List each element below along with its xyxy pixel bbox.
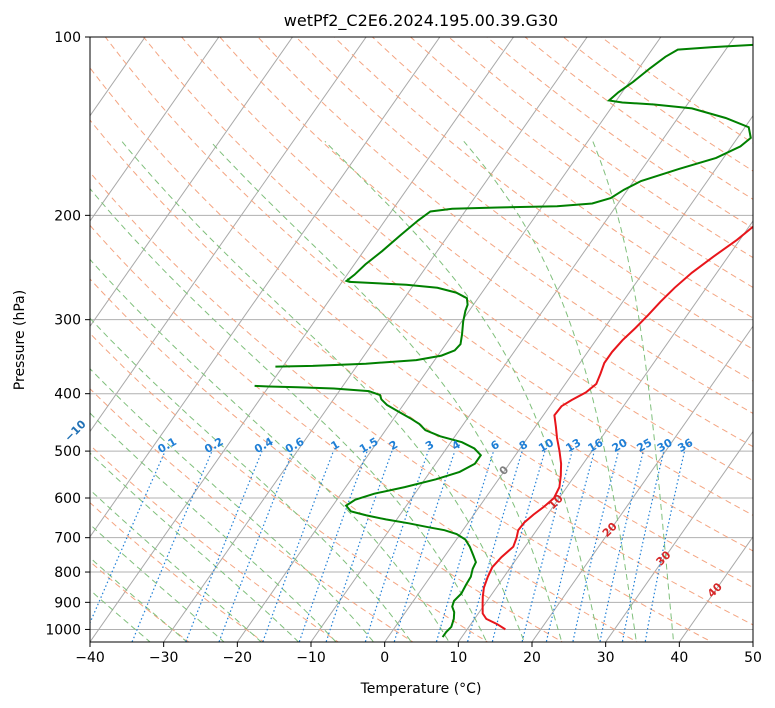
axis-ticks: −40 −30 −20 −10 0 10 20 30 40 50 100 200 300 400 500 60… xyxy=(45,30,762,666)
dry-adiabat xyxy=(90,278,564,642)
chart-title: wetPf2_C2E6.2024.195.00.39.G30 xyxy=(284,11,558,31)
x-tick-label: 50 xyxy=(744,650,762,666)
isotherm-line xyxy=(90,37,441,538)
plot-frame xyxy=(89,36,754,643)
x-tick-label: 20 xyxy=(523,650,541,666)
y-tick-label: 600 xyxy=(54,491,81,507)
mixing-ratio-line xyxy=(521,450,573,642)
moist-adiabat xyxy=(90,187,488,642)
moist-adiabat xyxy=(90,523,225,642)
dry-adiabat xyxy=(90,119,753,626)
x-tick-label: 40 xyxy=(670,650,688,666)
dry-adiabat xyxy=(90,444,340,642)
dry-adiabat xyxy=(104,37,753,552)
moist-adiabat xyxy=(90,589,151,642)
x-tick-label: 10 xyxy=(449,650,467,666)
profiles xyxy=(254,43,753,638)
x-tick-label: −30 xyxy=(149,650,179,666)
dewpoint-line xyxy=(254,384,483,638)
mixing-ratio-line xyxy=(572,450,620,642)
y-tick-label: 900 xyxy=(54,595,81,611)
moist-adiabat xyxy=(90,489,262,642)
moist-adiabat xyxy=(210,140,563,642)
mixing-ratio-line xyxy=(131,450,213,642)
mixing-ratio-line xyxy=(545,450,595,642)
mixing-ratio-line xyxy=(599,450,644,642)
dry-adiabat xyxy=(142,37,753,516)
moist-adiabat xyxy=(90,258,450,642)
mixing-ratio-line xyxy=(491,450,546,642)
y-tick-label: 200 xyxy=(54,208,81,224)
dry-adiabat xyxy=(333,37,753,350)
x-axis-title: Temperature (°C) xyxy=(360,681,482,697)
y-tick-label: 100 xyxy=(54,30,81,46)
moist-adiabat xyxy=(463,140,637,642)
isotherm-line xyxy=(163,37,588,642)
dry-adiabat xyxy=(90,332,489,642)
dry-adiabat xyxy=(219,37,753,448)
mixing-ratio-line xyxy=(298,450,368,642)
y-axis-title: Pressure (hPa) xyxy=(12,290,28,390)
moist-adiabat xyxy=(90,412,337,642)
y-tick-label: 500 xyxy=(54,444,81,460)
isotherm-line xyxy=(531,325,753,642)
isotherm-line xyxy=(90,37,294,328)
x-tick-label: −40 xyxy=(75,650,105,666)
mixing-ratio-line xyxy=(621,450,665,642)
x-tick-label: 30 xyxy=(597,650,615,666)
mixing-ratio-line xyxy=(393,450,456,642)
mixing-ratio-line xyxy=(435,450,495,642)
isotherm-line xyxy=(90,37,220,222)
isotherm-line xyxy=(310,37,736,642)
isotherm-line xyxy=(90,37,515,642)
isotherm-line xyxy=(678,535,753,642)
y-tick-label: 400 xyxy=(54,387,81,403)
isotherm-line xyxy=(90,37,367,433)
moist-adiabat xyxy=(592,141,675,642)
dry-adiabat xyxy=(90,171,713,642)
dry-adiabat xyxy=(90,388,414,642)
mixing-ratio-line xyxy=(466,450,523,642)
x-tick-label: 0 xyxy=(380,650,389,666)
isotherm-line xyxy=(457,220,753,642)
moist-adiabat xyxy=(90,317,412,642)
dry-adiabat xyxy=(90,502,265,642)
mixing-ratio-line xyxy=(325,450,393,642)
y-tick-label: 300 xyxy=(54,313,81,329)
y-tick-label: 800 xyxy=(54,565,81,581)
temperature-line xyxy=(481,225,753,631)
dry-adiabat xyxy=(90,224,639,642)
dewpoint-line xyxy=(275,43,753,368)
mixing-ratio-line xyxy=(185,450,263,642)
dry-adiabat xyxy=(295,37,753,382)
x-tick-label: −10 xyxy=(296,650,326,666)
y-tick-label: 700 xyxy=(54,531,81,547)
mixing-ratio-line xyxy=(644,450,686,642)
moist-adiabat xyxy=(121,140,525,642)
dry-adiabat xyxy=(90,67,753,588)
dry-adiabat xyxy=(180,37,753,482)
moist-adiabat xyxy=(90,452,300,642)
y-tick-label: 1000 xyxy=(45,622,81,638)
background-lines xyxy=(90,37,753,642)
mixing-ratio-line xyxy=(364,450,429,642)
x-tick-label: −20 xyxy=(223,650,253,666)
moist-adiabat xyxy=(324,140,600,642)
isotherm-line xyxy=(605,430,753,642)
